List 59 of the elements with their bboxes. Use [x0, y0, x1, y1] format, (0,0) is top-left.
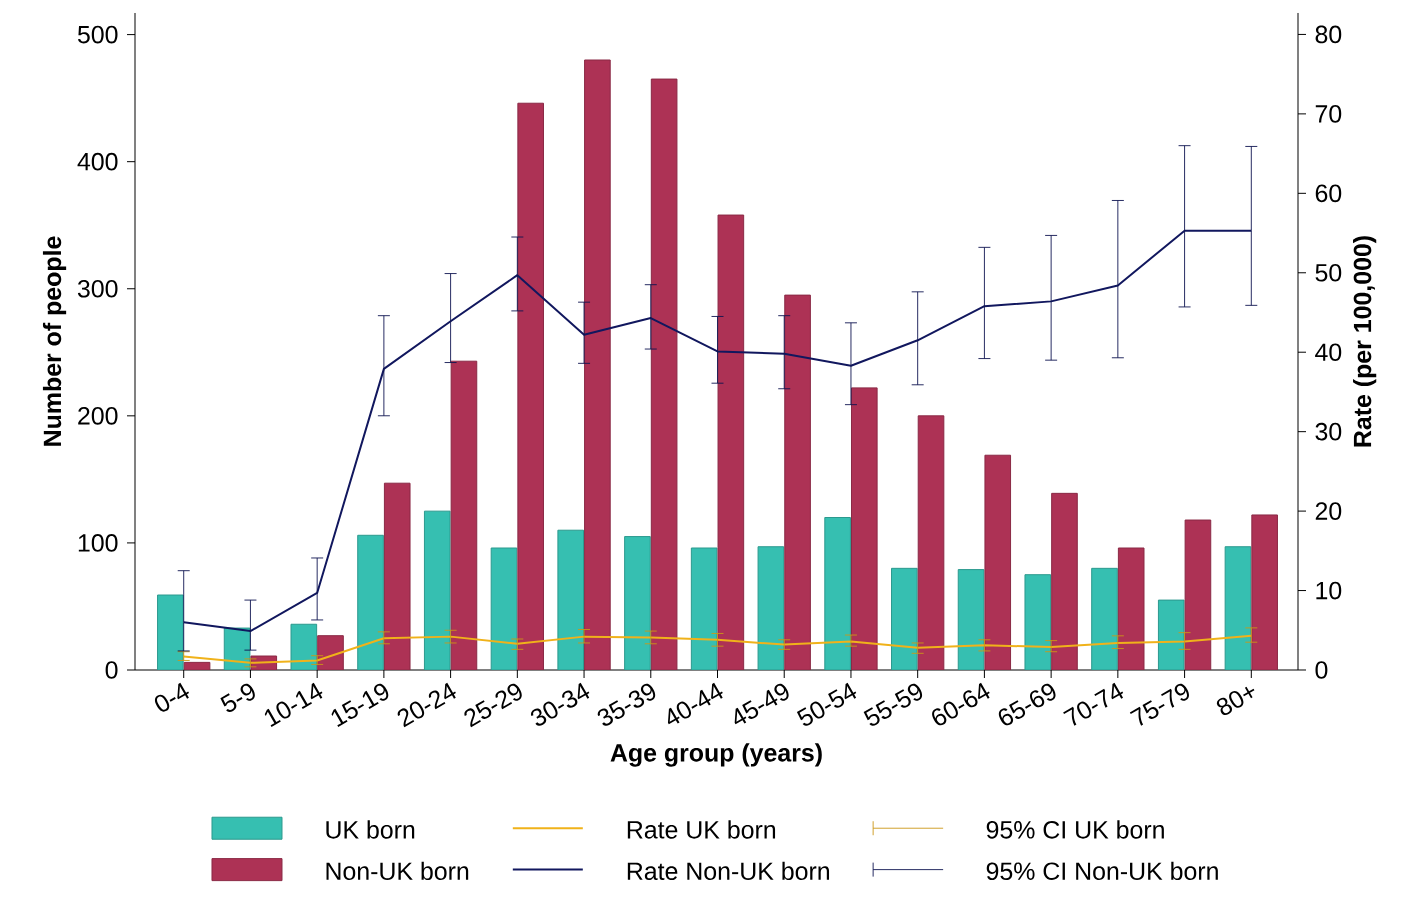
bar: [757, 546, 785, 670]
bar: [517, 102, 544, 670]
bar: [1091, 567, 1118, 670]
x-tick-label: 5-9: [220, 683, 255, 712]
bar: [357, 534, 384, 670]
x-tick-label: 0-4: [154, 682, 190, 712]
x-tick-label: 80+: [1216, 686, 1255, 716]
bar: [157, 594, 184, 670]
bar: [917, 415, 945, 670]
bar: [784, 294, 811, 670]
bar: [1224, 546, 1252, 670]
y2-tick-label: 50: [1315, 263, 1342, 282]
y2-tick-label: 60: [1315, 184, 1342, 203]
y-axis-title: Number of people: [42, 236, 67, 446]
legend-label: UK born: [326, 820, 415, 839]
y2-axis-title: Rate (per 100,000): [1353, 236, 1377, 447]
bar: [984, 454, 1012, 670]
y2-tick-label: 20: [1315, 502, 1342, 520]
bar: [650, 78, 678, 670]
y-tick-label: 300: [77, 279, 118, 298]
x-axis-title: Age group (years): [610, 743, 822, 767]
bar: [490, 547, 518, 670]
y-tick-label: 200: [78, 407, 118, 425]
bar: [1051, 492, 1078, 670]
y2-tick-label: 80: [1315, 25, 1342, 44]
bar: [850, 387, 878, 670]
bar: [891, 567, 918, 670]
bar: [957, 569, 985, 670]
bar: [1184, 519, 1212, 670]
bar: [690, 547, 718, 670]
text: 95% CI UK born: [986, 820, 1164, 839]
line-series: [182, 634, 1253, 664]
y-tick-label: 500: [77, 25, 118, 44]
y2-tick-label: 30: [1315, 422, 1342, 441]
legend-label: Rate Non-UK born: [627, 861, 830, 881]
y2-tick-label: 70: [1315, 105, 1342, 123]
bar: [717, 214, 745, 670]
y2-tick-label: 40: [1315, 343, 1342, 362]
bar: [557, 529, 585, 670]
y-tick-label: 0: [105, 661, 118, 679]
y2-tick-label: 0: [1315, 661, 1328, 679]
y-tick-label: 100: [78, 534, 118, 552]
line-series: [182, 229, 1253, 633]
bar: [1024, 574, 1052, 670]
legend-label: Non-UK born: [326, 861, 469, 881]
x-tick-label: 45-49: [734, 683, 789, 725]
bar: [824, 517, 851, 670]
bar: [383, 482, 411, 670]
x-tick-label: 40-44: [667, 682, 723, 725]
y-tick-label: 400: [77, 152, 118, 171]
bar: [1251, 514, 1278, 670]
bar: [1117, 547, 1145, 670]
bar: [423, 510, 451, 670]
bar: [624, 536, 651, 670]
text: 95% CI Non-UK born: [986, 861, 1218, 881]
bar: [450, 360, 478, 670]
y2-tick-label: 10: [1316, 581, 1342, 600]
legend-label: Rate UK born: [627, 820, 776, 839]
bar: [584, 59, 611, 670]
